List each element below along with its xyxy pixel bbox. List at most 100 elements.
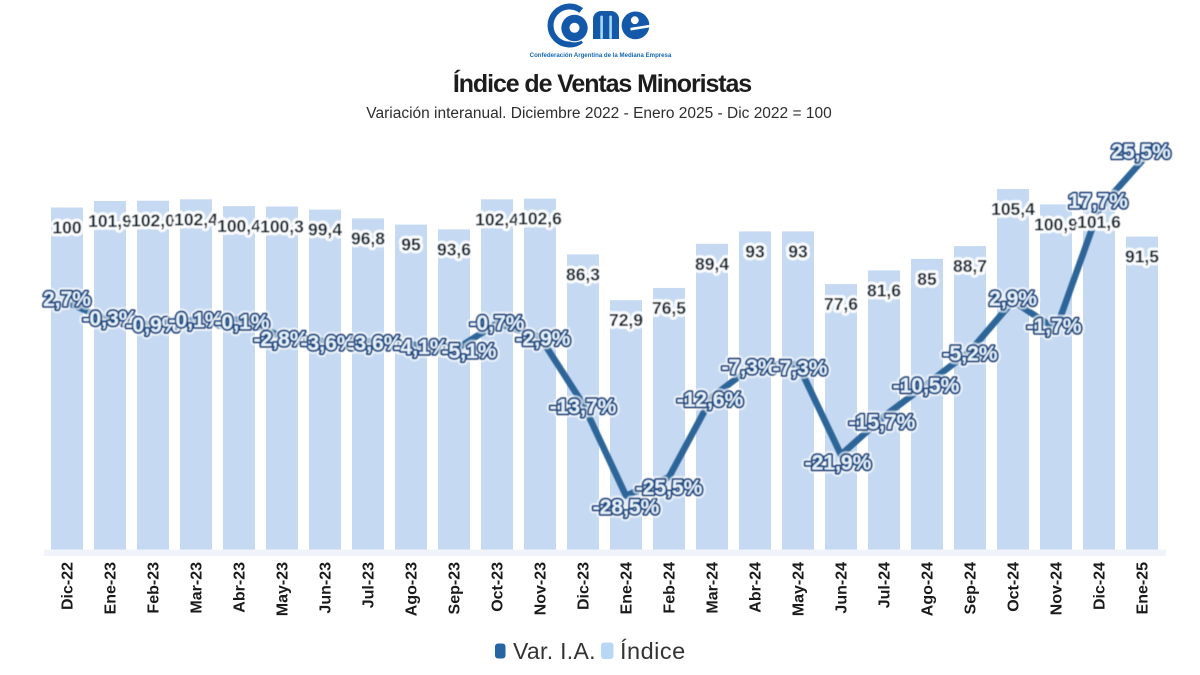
svg-text:102,0: 102,0 <box>131 211 175 231</box>
svg-text:-1,7%: -1,7% <box>1027 315 1082 338</box>
svg-text:100: 100 <box>52 218 81 238</box>
svg-text:-0,9%: -0,9% <box>126 314 181 337</box>
svg-text:Abr-24: Abr-24 <box>748 562 765 613</box>
svg-text:-2,8%: -2,8% <box>254 328 309 351</box>
svg-text:100,3: 100,3 <box>260 217 304 237</box>
svg-text:-21,9%: -21,9% <box>805 451 872 474</box>
svg-text:2,9%: 2,9% <box>989 288 1037 311</box>
svg-text:-21,9%: -21,9% <box>805 451 872 474</box>
svg-text:Jul-24: Jul-24 <box>877 562 894 608</box>
svg-text:-0,3%: -0,3% <box>83 307 138 330</box>
svg-text:100: 100 <box>52 218 81 238</box>
svg-text:Dic-24: Dic-24 <box>1092 562 1109 610</box>
svg-text:-0,1%: -0,1% <box>215 311 270 334</box>
svg-text:-15,7%: -15,7% <box>849 411 916 434</box>
svg-text:2,9%: 2,9% <box>989 288 1037 311</box>
svg-text:-12,6%: -12,6% <box>677 389 744 412</box>
svg-text:2,7%: 2,7% <box>43 288 91 311</box>
svg-text:-3,6%: -3,6% <box>301 332 356 355</box>
svg-text:101,9: 101,9 <box>88 211 132 231</box>
svg-text:-2,8%: -2,8% <box>254 328 309 351</box>
svg-text:72,9: 72,9 <box>609 310 643 330</box>
svg-text:76,5: 76,5 <box>652 298 686 318</box>
svg-text:Índice de Ventas Minoristas: Índice de Ventas Minoristas <box>453 69 751 98</box>
svg-text:-4,1%: -4,1% <box>394 336 449 359</box>
svg-text:89,4: 89,4 <box>695 254 729 274</box>
svg-text:Mar-24: Mar-24 <box>705 562 722 614</box>
svg-text:93: 93 <box>745 241 765 261</box>
svg-text:81,6: 81,6 <box>867 280 901 300</box>
svg-text:-13,7%: -13,7% <box>550 395 617 418</box>
svg-text:-12,6%: -12,6% <box>677 389 744 412</box>
svg-text:May-23: May-23 <box>275 562 292 616</box>
svg-text:Índice: Índice <box>620 638 686 664</box>
svg-text:-10,5%: -10,5% <box>893 375 960 398</box>
svg-text:2,9%: 2,9% <box>989 288 1037 311</box>
svg-text:-13,7%: -13,7% <box>550 395 617 418</box>
svg-text:-12,6%: -12,6% <box>677 389 744 412</box>
svg-text:Ene-24: Ene-24 <box>619 562 636 615</box>
svg-text:76,5: 76,5 <box>652 298 686 318</box>
svg-text:-0,1%: -0,1% <box>169 309 224 332</box>
svg-text:-0,1%: -0,1% <box>169 309 224 332</box>
svg-text:100,9: 100,9 <box>1034 214 1078 234</box>
svg-text:101,6: 101,6 <box>1077 212 1121 232</box>
svg-text:93: 93 <box>788 241 808 261</box>
svg-text:96,8: 96,8 <box>351 228 385 248</box>
svg-text:99,4: 99,4 <box>308 220 342 240</box>
svg-text:Confederación Argentina de la: Confederación Argentina de la Mediana Em… <box>530 52 672 59</box>
svg-text:May-24: May-24 <box>791 562 808 616</box>
svg-text:100,3: 100,3 <box>260 217 304 237</box>
svg-text:17,7%: 17,7% <box>1068 190 1128 213</box>
svg-text:2,7%: 2,7% <box>43 288 91 311</box>
svg-text:85: 85 <box>917 269 937 289</box>
svg-text:-25,5%: -25,5% <box>636 477 703 500</box>
svg-text:-0,3%: -0,3% <box>83 307 138 330</box>
svg-text:-3,6%: -3,6% <box>301 332 356 355</box>
svg-text:102,4: 102,4 <box>475 209 519 229</box>
svg-text:25,5%: 25,5% <box>1111 140 1171 163</box>
svg-text:-5,2%: -5,2% <box>943 343 998 366</box>
svg-text:Feb-24: Feb-24 <box>662 562 679 614</box>
svg-text:-2,9%: -2,9% <box>516 328 571 351</box>
svg-text:-7,3%: -7,3% <box>773 357 828 380</box>
svg-text:17,7%: 17,7% <box>1068 190 1128 213</box>
svg-text:-0,1%: -0,1% <box>215 311 270 334</box>
svg-text:-7,3%: -7,3% <box>773 357 828 380</box>
svg-text:-3,6%: -3,6% <box>348 332 403 355</box>
svg-text:101,6: 101,6 <box>1077 212 1121 232</box>
svg-text:-0,9%: -0,9% <box>126 314 181 337</box>
svg-text:Ago-23: Ago-23 <box>404 562 421 616</box>
svg-text:96,8: 96,8 <box>351 228 385 248</box>
svg-text:-2,9%: -2,9% <box>516 328 571 351</box>
svg-text:-25,5%: -25,5% <box>636 477 703 500</box>
svg-text:93: 93 <box>788 241 808 261</box>
svg-text:25,5%: 25,5% <box>1111 140 1171 163</box>
svg-text:102,4: 102,4 <box>475 209 519 229</box>
svg-text:Dic-22: Dic-22 <box>60 562 77 610</box>
svg-text:105,4: 105,4 <box>991 199 1035 219</box>
svg-text:-28,5%: -28,5% <box>593 496 660 519</box>
svg-text:-2,9%: -2,9% <box>516 328 571 351</box>
svg-text:93: 93 <box>745 241 765 261</box>
svg-text:-3,6%: -3,6% <box>301 332 356 355</box>
svg-text:Abr-23: Abr-23 <box>232 562 249 613</box>
svg-text:105,4: 105,4 <box>991 199 1035 219</box>
svg-text:-4,1%: -4,1% <box>394 336 449 359</box>
svg-text:-0,3%: -0,3% <box>83 307 138 330</box>
svg-text:Dic-23: Dic-23 <box>576 562 593 610</box>
svg-text:72,9: 72,9 <box>609 310 643 330</box>
svg-text:Sep-24: Sep-24 <box>963 562 980 615</box>
svg-text:-15,7%: -15,7% <box>849 411 916 434</box>
svg-text:Var. I.A.: Var. I.A. <box>513 638 596 664</box>
svg-text:102,0: 102,0 <box>131 211 175 231</box>
svg-text:95: 95 <box>401 235 421 255</box>
svg-text:77,6: 77,6 <box>824 294 858 314</box>
svg-text:77,6: 77,6 <box>824 294 858 314</box>
svg-text:Oct-24: Oct-24 <box>1006 562 1023 612</box>
svg-text:-5,1%: -5,1% <box>442 340 497 363</box>
svg-text:17,7%: 17,7% <box>1068 190 1128 213</box>
svg-text:102,6: 102,6 <box>518 209 562 229</box>
svg-text:-0,7%: -0,7% <box>470 312 525 335</box>
svg-text:-28,5%: -28,5% <box>593 496 660 519</box>
